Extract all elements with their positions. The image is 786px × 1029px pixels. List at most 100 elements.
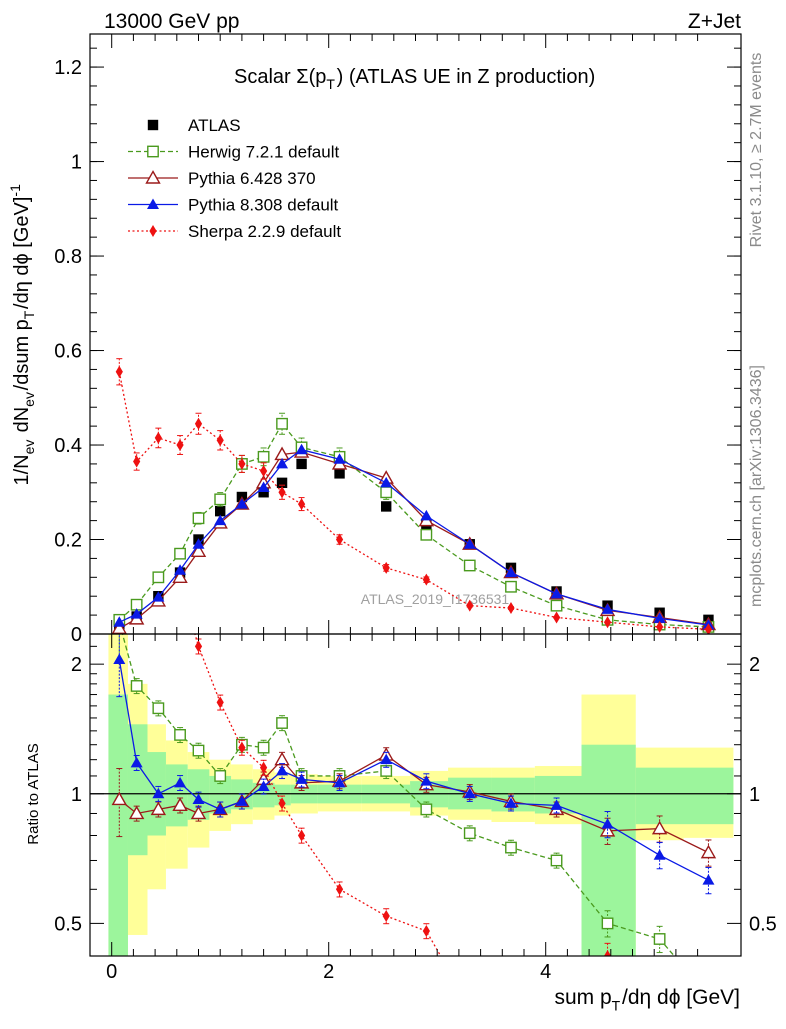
y-tick-label: 0 — [71, 624, 82, 646]
ratio-point — [278, 797, 286, 810]
data-point — [380, 476, 393, 488]
uncertainty-band-inner — [127, 724, 148, 856]
uncertainty-band-inner — [209, 775, 232, 814]
data-point — [214, 514, 227, 526]
header-left-label: 13000 GeV pp — [104, 10, 239, 33]
data-point — [653, 612, 666, 623]
ratio-point — [380, 753, 393, 765]
data-point — [154, 431, 162, 444]
legend-marker — [147, 198, 159, 209]
ratio-point — [603, 950, 612, 956]
data-point — [152, 571, 165, 584]
legend-item-herwig-7-2-1-default: Herwig 7.2.1 default — [128, 143, 339, 162]
data-point — [422, 573, 430, 586]
data-point — [603, 616, 612, 629]
data-point — [333, 453, 346, 464]
ratio-point — [257, 780, 270, 791]
data-point — [276, 417, 288, 430]
ratio-point — [463, 787, 476, 799]
ratio-point — [420, 775, 433, 786]
data-point — [420, 528, 433, 541]
ratio-point — [601, 818, 614, 829]
y-tick-label: 0.8 — [54, 246, 82, 268]
data-point — [113, 616, 126, 627]
ratio-point — [466, 1001, 473, 1013]
x-tick-label: 4 — [540, 961, 551, 983]
mcplots-label: mcplots.cern.ch [arXiv:1306.3436] — [748, 365, 765, 607]
legend-marker — [145, 170, 161, 184]
data-point — [133, 455, 141, 468]
analysis-label: ATLAS_2019_I1736531 — [361, 591, 510, 607]
data-point — [704, 623, 713, 634]
y-axis-title-ratio: Ratio to ATLAS — [25, 743, 42, 844]
ratio-point — [601, 917, 614, 930]
ratio-point — [194, 640, 203, 653]
ratio-point — [382, 910, 390, 923]
ratio-point — [113, 653, 126, 665]
y-tick-label: 1 — [71, 152, 82, 174]
ratio-point — [152, 787, 165, 799]
legend-label: Herwig 7.2.1 default — [188, 143, 339, 162]
ratio-series-sherpa-2-2-9-default — [116, 76, 612, 1013]
ratio-point — [653, 849, 666, 860]
series-atlas — [114, 458, 714, 634]
x-tick-label: 0 — [106, 961, 117, 983]
data-point — [601, 603, 614, 614]
ratio-y-tick-label-right: 0.5 — [749, 913, 777, 935]
data-point — [172, 569, 188, 584]
data-point — [194, 417, 203, 430]
header-right-label: Z+Jet — [688, 10, 741, 33]
data-point — [260, 465, 268, 478]
ratio-y-tick-label: 0.5 — [54, 913, 82, 935]
data-point — [176, 439, 184, 452]
data-point — [507, 602, 515, 615]
ratio-point — [190, 805, 207, 820]
data-point — [192, 512, 205, 525]
data-point — [334, 468, 345, 479]
ratio-point — [553, 964, 560, 976]
data-point — [192, 538, 205, 549]
data-point — [215, 505, 226, 517]
data-point — [656, 620, 664, 633]
y-tick-label: 1.2 — [54, 57, 82, 79]
ratio-point — [192, 793, 205, 804]
data-point — [295, 443, 308, 455]
ratio-point — [155, 479, 162, 491]
ratio-point — [335, 883, 344, 896]
ratio-point — [653, 933, 666, 945]
ratio-y-tick-label-right: 1 — [749, 784, 760, 806]
legend: ATLAS Herwig 7.2.1 default Pythia 6.428 37… — [128, 116, 341, 241]
data-point — [190, 543, 207, 558]
data-point — [257, 450, 270, 463]
ratio-point — [260, 761, 268, 774]
ratio-point — [276, 764, 289, 776]
data-point — [296, 458, 307, 470]
ratio-point — [297, 829, 306, 842]
legend-marker — [147, 119, 159, 131]
data-point — [297, 498, 306, 511]
ratio-point — [216, 696, 224, 709]
data-point — [235, 498, 248, 509]
ratio-point — [214, 803, 227, 814]
legend-item-pythia-6-428-370: Pythia 6.428 370 — [128, 169, 316, 188]
data-point — [174, 564, 187, 575]
ratio-point — [550, 799, 563, 810]
ratio-point — [116, 76, 123, 88]
data-point — [505, 580, 517, 593]
data-point — [550, 599, 563, 612]
data-point — [174, 547, 186, 560]
ratio-point — [257, 741, 270, 754]
legend-label: Pythia 8.308 default — [188, 196, 339, 215]
plot-title: Scalar Σ(pT ) (ATLAS UE in Z production) — [234, 66, 595, 92]
rivet-label: Rivet 3.1.10, ≥ 2.7M events — [748, 53, 765, 248]
legend-item-pythia-8-308-default: Pythia 8.308 default — [128, 196, 339, 215]
data-point — [115, 365, 123, 378]
ratio-point — [333, 776, 346, 788]
data-point — [278, 486, 286, 499]
data-point — [381, 501, 392, 512]
ratio-point — [192, 744, 205, 757]
y-tick-label: 0.2 — [54, 530, 82, 552]
data-point — [216, 434, 224, 447]
data-point — [552, 611, 561, 624]
uncertainty-band-inner — [274, 784, 291, 806]
